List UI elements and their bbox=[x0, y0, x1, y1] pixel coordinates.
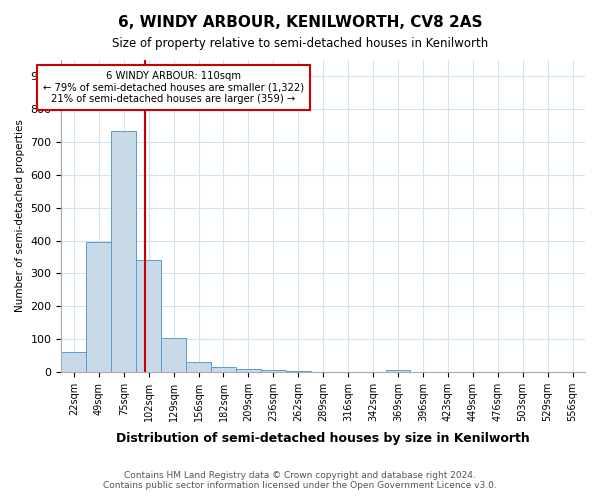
Y-axis label: Number of semi-detached properties: Number of semi-detached properties bbox=[15, 120, 25, 312]
Text: 6 WINDY ARBOUR: 110sqm
← 79% of semi-detached houses are smaller (1,322)
21% of : 6 WINDY ARBOUR: 110sqm ← 79% of semi-det… bbox=[43, 72, 304, 104]
Bar bbox=[186, 362, 211, 372]
Bar bbox=[286, 371, 311, 372]
Text: Contains HM Land Registry data © Crown copyright and database right 2024.
Contai: Contains HM Land Registry data © Crown c… bbox=[103, 470, 497, 490]
Bar bbox=[136, 260, 161, 372]
Bar bbox=[211, 367, 236, 372]
Text: Size of property relative to semi-detached houses in Kenilworth: Size of property relative to semi-detach… bbox=[112, 38, 488, 51]
Bar bbox=[86, 242, 111, 372]
Bar bbox=[386, 370, 410, 372]
Bar bbox=[261, 370, 286, 372]
Bar bbox=[111, 130, 136, 372]
Text: 6, WINDY ARBOUR, KENILWORTH, CV8 2AS: 6, WINDY ARBOUR, KENILWORTH, CV8 2AS bbox=[118, 15, 482, 30]
Bar bbox=[161, 338, 186, 372]
Bar bbox=[61, 352, 86, 372]
X-axis label: Distribution of semi-detached houses by size in Kenilworth: Distribution of semi-detached houses by … bbox=[116, 432, 530, 445]
Bar bbox=[236, 369, 261, 372]
